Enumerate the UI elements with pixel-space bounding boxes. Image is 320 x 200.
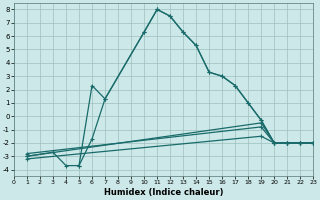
X-axis label: Humidex (Indice chaleur): Humidex (Indice chaleur) (104, 188, 223, 197)
